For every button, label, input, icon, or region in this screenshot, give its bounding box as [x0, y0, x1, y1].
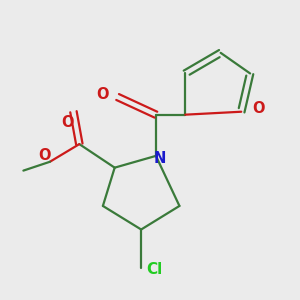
Text: O: O: [253, 101, 265, 116]
Text: O: O: [38, 148, 50, 164]
Text: N: N: [154, 151, 167, 166]
Text: O: O: [61, 115, 74, 130]
Text: O: O: [97, 87, 109, 102]
Text: Cl: Cl: [146, 262, 163, 277]
